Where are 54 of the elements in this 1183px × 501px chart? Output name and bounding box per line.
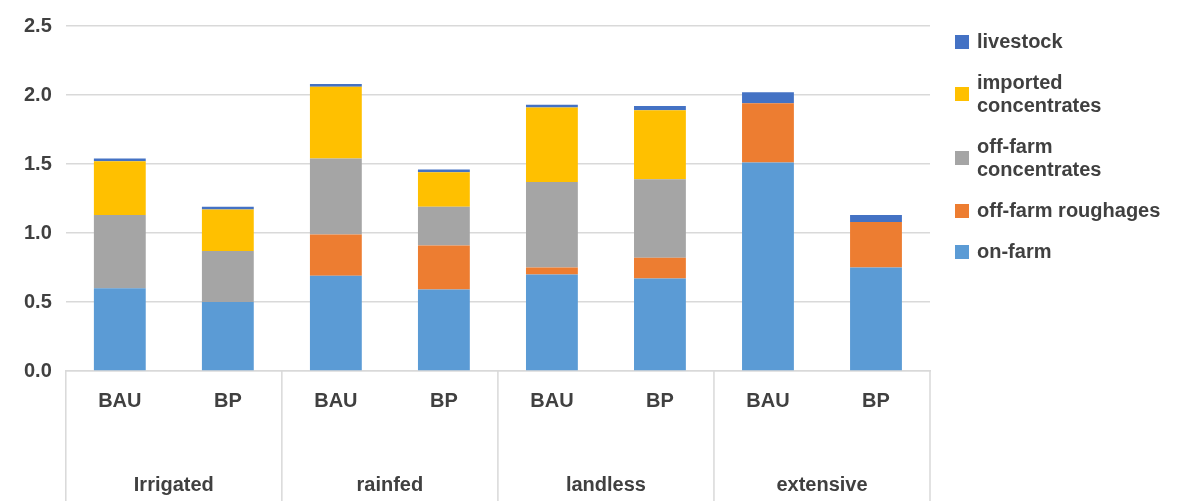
bar — [417, 172, 470, 207]
legend-label: on-farm — [977, 240, 1052, 263]
bar — [634, 110, 686, 180]
x-tick-label: BP — [646, 388, 674, 411]
bar — [634, 278, 686, 371]
bar — [850, 215, 902, 222]
y-tick-label: 0.0 — [23, 358, 52, 381]
x-tick-label: BAU — [746, 388, 790, 411]
bar — [93, 288, 146, 371]
bar — [417, 206, 470, 246]
bar — [201, 206, 254, 210]
text: Irrigated — [133, 472, 214, 495]
y-tick-label: 0.5 — [23, 289, 52, 312]
bar — [525, 274, 578, 371]
bar — [93, 215, 146, 289]
bar — [309, 86, 362, 159]
bar — [525, 181, 578, 268]
bar — [742, 92, 794, 104]
x-tick-label: BP — [429, 388, 458, 411]
text: rainfed — [356, 472, 424, 495]
bar — [417, 245, 470, 290]
bar — [201, 250, 254, 302]
x-tick-label: BAU — [98, 388, 142, 411]
legend-label: off-farm concentrates — [977, 135, 1103, 181]
bar — [93, 161, 146, 216]
bar — [309, 158, 362, 235]
x-tick-label: BAU — [314, 388, 358, 411]
legend-label: livestock — [977, 30, 1063, 53]
legend-label: off-farm roughages — [977, 199, 1161, 222]
bar — [309, 83, 362, 87]
bar — [850, 221, 902, 268]
bar — [742, 162, 794, 371]
legend-label: imported concentrates — [977, 71, 1103, 117]
bar — [742, 103, 794, 163]
x-tick-label: BP — [862, 388, 890, 411]
bar — [201, 302, 254, 371]
text: extensive — [776, 472, 868, 495]
y-tick-label: 2.5 — [23, 13, 52, 36]
x-tick-label: BP — [213, 388, 242, 411]
bar — [634, 257, 686, 279]
bar — [309, 275, 362, 371]
y-tick-label: 2.0 — [23, 82, 52, 105]
bar — [634, 179, 686, 258]
y-tick-label: 1.0 — [23, 220, 52, 243]
y-tick-label: 1.5 — [23, 151, 52, 174]
bar — [850, 267, 902, 371]
bar — [93, 158, 146, 162]
x-tick-label: BAU — [530, 388, 574, 411]
bar — [634, 106, 686, 111]
text: landless — [565, 472, 646, 495]
bar — [417, 289, 470, 371]
bar — [201, 209, 254, 251]
bar — [309, 234, 362, 276]
bar — [525, 107, 578, 182]
